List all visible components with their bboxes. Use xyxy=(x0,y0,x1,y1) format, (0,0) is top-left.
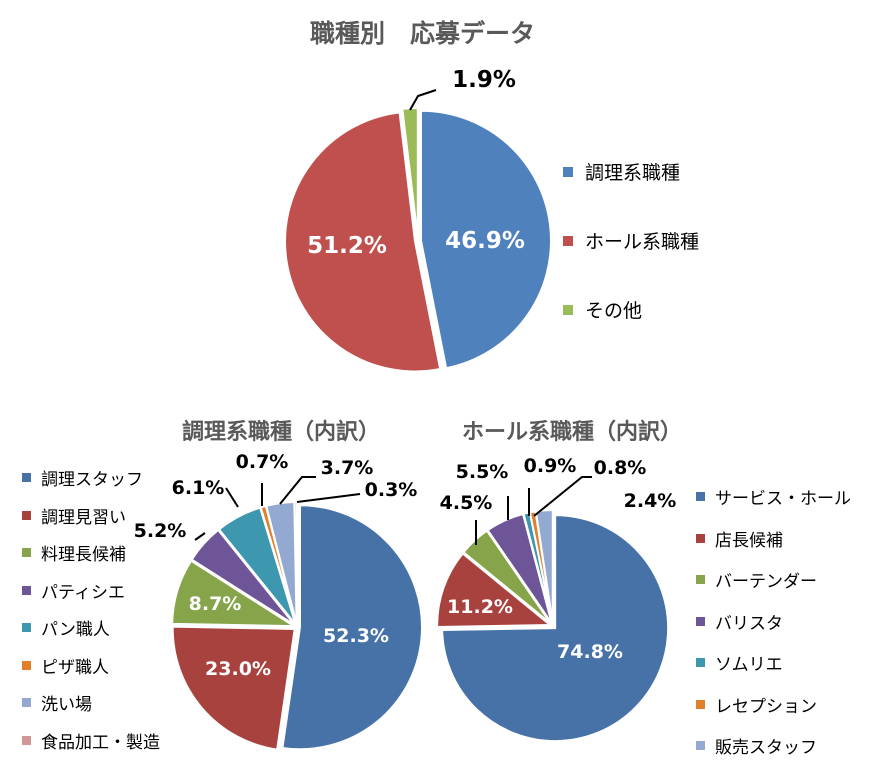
pie-slice-2 xyxy=(436,552,553,628)
data-label: 52.3% xyxy=(323,625,389,647)
data-label: 51.2% xyxy=(307,233,387,259)
pie-slice-8 xyxy=(293,500,298,625)
leader-line xyxy=(296,493,361,503)
legend-label: 店長候補 xyxy=(715,530,783,551)
legend-item: 調理系職種 xyxy=(563,158,680,185)
legend-label: 調理スタッフ xyxy=(41,470,143,490)
legend-swatch xyxy=(696,616,705,626)
legend-swatch xyxy=(696,658,705,667)
legend-item: 販売スタッフ xyxy=(696,733,817,758)
legend-item: ホール系職種 xyxy=(563,227,699,254)
legend-swatch xyxy=(563,166,573,177)
legend-swatch xyxy=(22,548,31,557)
legend-item: サービス・ホール xyxy=(696,484,851,509)
legend-label: パティシエ xyxy=(41,582,125,603)
data-label: 3.7% xyxy=(320,457,374,479)
data-label: 6.1% xyxy=(171,477,225,499)
chart-title: 調理系職種（内訳） xyxy=(182,420,381,445)
pie-slice-1 xyxy=(419,109,552,370)
pie-slice-2 xyxy=(284,111,442,373)
pie-hall xyxy=(436,509,670,743)
legend-label: ピザ職人 xyxy=(41,657,109,678)
legend-label: 販売スタッフ xyxy=(715,738,817,758)
legend-item: 食品加工・製造 xyxy=(22,728,160,753)
legend-label: ソムリエ xyxy=(715,655,783,675)
pie-slice-1 xyxy=(281,504,423,751)
legend-item: 洗い場 xyxy=(22,690,92,715)
legend-item: ソムリエ xyxy=(696,650,783,675)
data-label: 74.8% xyxy=(557,641,623,663)
data-label: 8.7% xyxy=(188,593,242,615)
legend-swatch xyxy=(563,304,573,315)
legend-label: パン職人 xyxy=(41,620,110,640)
legend-swatch xyxy=(22,735,31,745)
data-label: 11.2% xyxy=(447,596,513,618)
legend-swatch xyxy=(22,473,31,482)
legend-item: ピザ職人 xyxy=(22,653,109,678)
legend-label: その他 xyxy=(585,300,643,322)
leader-line xyxy=(194,532,206,541)
data-label: 46.9% xyxy=(445,228,525,254)
legend-item: 店長候補 xyxy=(696,526,783,551)
legend-swatch xyxy=(696,699,705,709)
leader-line xyxy=(409,89,437,111)
legend-swatch xyxy=(22,585,31,595)
data-label: 1.9% xyxy=(452,67,516,93)
pie-slice-1 xyxy=(441,514,670,743)
leader-line xyxy=(279,476,316,505)
legend-item: パン職人 xyxy=(22,615,110,640)
legend-label: 食品加工・製造 xyxy=(41,732,160,753)
legend-label: バーテンダー xyxy=(715,572,817,592)
data-label: 5.2% xyxy=(133,520,187,542)
legend-swatch xyxy=(22,623,31,632)
legend-swatch xyxy=(563,235,573,246)
legend-label: ホール系職種 xyxy=(585,231,700,253)
pie-slice-2 xyxy=(171,625,296,751)
legend-item: 調理スタッフ xyxy=(22,465,143,490)
legend-item: 料理長候補 xyxy=(22,540,126,565)
pie-main xyxy=(284,107,552,373)
legend-label: 洗い場 xyxy=(41,695,92,715)
data-label: 2.4% xyxy=(623,490,677,512)
data-label: 4.5% xyxy=(439,492,493,514)
legend-item: レセプション xyxy=(696,692,817,717)
legend-swatch xyxy=(696,575,705,584)
chart-title: ホール系職種（内訳） xyxy=(462,420,683,445)
legend-label: サービス・ホール xyxy=(715,489,851,509)
legend-swatch xyxy=(22,698,31,707)
legend-swatch xyxy=(696,533,705,543)
legend-label: 調理系職種 xyxy=(585,162,681,184)
data-label: 5.5% xyxy=(455,461,509,483)
data-label: 0.8% xyxy=(593,457,647,479)
legend-item: 調理見習い xyxy=(22,503,126,528)
data-label: 0.7% xyxy=(235,451,289,473)
legend-item: パティシエ xyxy=(22,578,125,603)
legend-swatch xyxy=(22,510,31,520)
chart-title: 職種別 応募データ xyxy=(310,19,536,48)
legend-label: レセプション xyxy=(715,696,817,717)
data-label: 0.3% xyxy=(364,479,418,501)
legend-swatch xyxy=(696,492,705,501)
legend-swatch xyxy=(22,660,31,670)
legend-label: 料理長候補 xyxy=(41,545,126,565)
legend-item: バリスタ xyxy=(696,609,783,634)
legend-label: 調理見習い xyxy=(41,507,126,528)
pie-slice-3 xyxy=(171,559,298,628)
legend-item: バーテンダー xyxy=(696,567,817,592)
legend-swatch xyxy=(696,741,705,750)
pie-slice-4 xyxy=(190,528,296,626)
legend-label: バリスタ xyxy=(715,613,783,634)
legend-item: その他 xyxy=(563,296,642,323)
data-label: 23.0% xyxy=(205,658,271,680)
pie-slice-7 xyxy=(534,509,554,624)
leader-line xyxy=(225,487,239,508)
leader-lines xyxy=(194,89,592,545)
leader-line xyxy=(533,476,592,517)
data-label: 0.9% xyxy=(523,455,577,477)
